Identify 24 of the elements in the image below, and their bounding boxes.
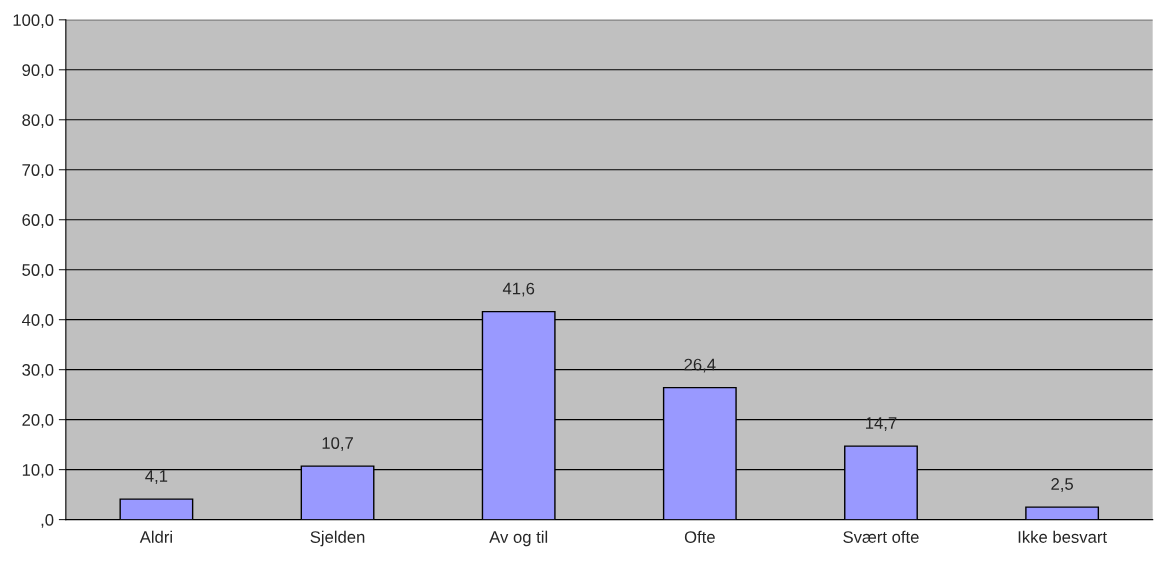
x-tick-label: Aldri <box>139 530 172 543</box>
bar <box>1025 506 1100 520</box>
data-label: 4,1 <box>145 470 168 484</box>
y-tick-label: 100,0 <box>13 14 54 28</box>
x-tick-label: Ofte <box>684 530 715 543</box>
y-tick-label: 20,0 <box>22 414 54 428</box>
data-label: 41,6 <box>502 282 535 297</box>
x-tick-label: Sjelden <box>310 530 365 547</box>
x-tick-label: Ikke besvart <box>1018 530 1107 543</box>
data-label: 14,7 <box>866 417 897 431</box>
y-tick-label: 10,0 <box>22 464 54 478</box>
y-tick-label: 40,0 <box>21 314 54 328</box>
y-tick-label: 60,0 <box>22 214 54 228</box>
y-tick-label: 80,0 <box>22 114 54 128</box>
bar <box>119 498 194 520</box>
y-tick-label: ,0 <box>41 513 54 528</box>
x-tick-label: Av og til <box>489 530 548 547</box>
y-tick-label: 50,0 <box>22 264 54 278</box>
y-tick-label: 30,0 <box>22 364 54 378</box>
y-tick-label: 90,0 <box>22 64 54 78</box>
data-label: 10,7 <box>322 437 353 451</box>
y-tick-label: 70,0 <box>22 164 54 178</box>
x-tick-label: Svært ofte <box>843 530 919 543</box>
data-label: 2,5 <box>1051 478 1074 492</box>
